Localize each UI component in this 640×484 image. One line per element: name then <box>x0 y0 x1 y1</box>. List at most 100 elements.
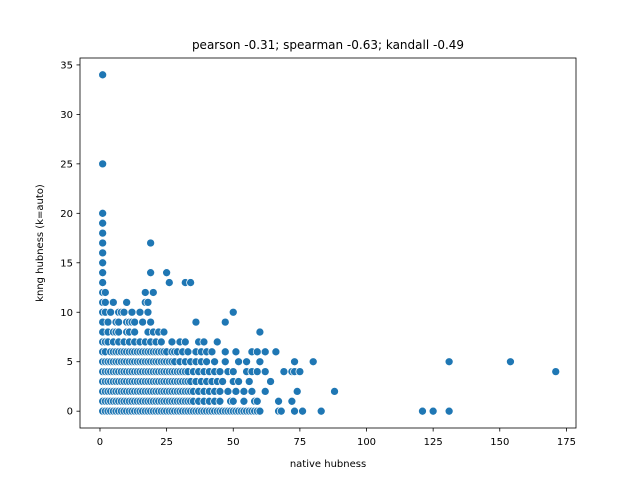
data-point <box>180 337 190 347</box>
data-point <box>234 357 243 367</box>
data-point <box>316 406 326 416</box>
data-point <box>98 70 108 80</box>
data-point <box>98 218 108 228</box>
data-point <box>428 406 438 416</box>
data-point <box>98 268 108 278</box>
data-point <box>220 317 230 327</box>
data-point <box>308 357 318 367</box>
y-tick-label: 5 <box>67 357 73 368</box>
data-point <box>98 159 108 169</box>
data-point <box>143 307 153 317</box>
data-point <box>223 387 233 396</box>
y-tick-label: 25 <box>60 159 73 170</box>
data-point <box>127 307 137 317</box>
data-point <box>290 357 299 367</box>
data-point <box>266 377 275 386</box>
x-axis-ticks: 0 25 50 75 100 125 150 175 <box>97 428 576 448</box>
data-point <box>146 317 155 327</box>
data-point <box>244 377 254 386</box>
data-point <box>252 347 262 357</box>
data-point <box>212 337 222 347</box>
data-point <box>135 307 145 317</box>
data-point <box>242 357 251 367</box>
data-point <box>418 406 427 416</box>
data-point <box>260 387 270 396</box>
data-point <box>228 367 238 376</box>
data-point <box>255 406 265 416</box>
data-point <box>148 288 158 297</box>
data-point <box>444 357 454 367</box>
data-point <box>228 307 238 317</box>
x-tick-label: 175 <box>557 437 576 448</box>
data-point <box>274 396 283 406</box>
data-point <box>551 367 561 376</box>
data-point <box>255 357 265 367</box>
y-tick-label: 10 <box>60 308 73 319</box>
data-point <box>98 258 108 268</box>
data-point <box>215 367 225 376</box>
data-point <box>506 357 515 367</box>
data-point <box>444 406 454 416</box>
data-point <box>271 347 281 357</box>
data-point <box>114 327 124 337</box>
x-tick-label: 150 <box>490 437 509 448</box>
data-point <box>287 396 297 406</box>
data-point <box>186 278 195 287</box>
data-point <box>108 298 118 307</box>
data-point <box>255 327 265 337</box>
data-point <box>260 347 270 357</box>
data-point <box>247 387 257 396</box>
data-point <box>260 367 270 376</box>
x-tick-label: 100 <box>357 437 376 448</box>
data-point <box>252 396 262 406</box>
data-point <box>215 387 225 396</box>
data-point <box>220 347 230 357</box>
data-point <box>202 357 211 367</box>
data-point <box>191 317 201 327</box>
data-point <box>146 238 155 248</box>
data-point <box>231 347 241 357</box>
data-point <box>140 288 150 297</box>
data-point <box>298 406 307 416</box>
y-tick-label: 35 <box>60 60 73 71</box>
data-point <box>106 307 116 317</box>
x-tick-label: 25 <box>160 437 173 448</box>
data-point <box>119 307 129 317</box>
x-tick-label: 75 <box>294 437 307 448</box>
y-tick-label: 0 <box>67 407 73 418</box>
data-point <box>330 387 339 396</box>
data-point <box>279 367 289 376</box>
data-point <box>239 387 249 396</box>
x-tick-label: 50 <box>227 437 240 448</box>
data-point <box>122 298 131 307</box>
data-point <box>103 317 113 327</box>
data-point <box>98 228 108 238</box>
chart-title: pearson -0.31; spearman -0.63; kandall -… <box>192 38 464 52</box>
data-point <box>199 337 209 347</box>
x-tick-label: 0 <box>97 437 103 448</box>
y-tick-label: 20 <box>60 209 73 220</box>
y-axis-label: knng hubness (k=auto) <box>35 184 46 302</box>
data-point <box>228 396 238 406</box>
data-point <box>130 327 139 337</box>
data-point <box>220 357 230 367</box>
y-tick-label: 15 <box>60 258 73 269</box>
data-point <box>183 347 193 357</box>
y-tick-label: 30 <box>60 110 73 121</box>
data-point <box>143 298 153 307</box>
data-point <box>231 387 241 396</box>
data-point <box>98 238 108 248</box>
data-point <box>295 367 305 376</box>
data-point <box>234 377 243 386</box>
data-point <box>156 337 166 347</box>
data-point <box>146 268 155 278</box>
data-point <box>210 357 219 367</box>
x-tick-label: 125 <box>424 437 443 448</box>
data-point <box>114 317 124 327</box>
data-point <box>167 337 177 347</box>
data-point <box>215 396 225 406</box>
data-points <box>98 70 561 416</box>
plot-frame <box>79 57 577 429</box>
